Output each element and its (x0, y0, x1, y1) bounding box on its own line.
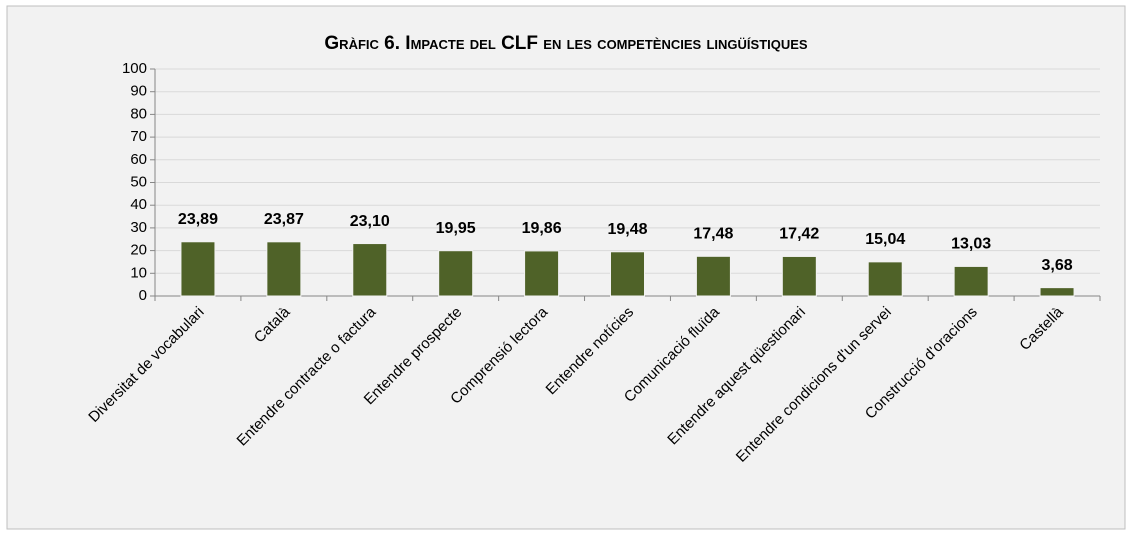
bar (867, 261, 903, 297)
value-label: 19,48 (607, 221, 647, 238)
y-tick-label: 50 (130, 173, 147, 190)
bar (695, 255, 731, 297)
value-label: 3,68 (1041, 257, 1072, 274)
bar (1039, 287, 1075, 297)
value-label: 13,03 (951, 236, 991, 253)
y-tick-label: 0 (139, 287, 147, 304)
value-label: 23,87 (264, 211, 304, 228)
y-tick-label: 60 (130, 151, 147, 168)
bar (180, 241, 216, 297)
value-label: 19,95 (436, 220, 476, 237)
y-tick-label: 30 (130, 219, 147, 236)
y-tick-label: 20 (130, 242, 147, 259)
bar (438, 250, 474, 297)
value-label: 17,48 (693, 226, 733, 243)
value-label: 23,10 (350, 213, 390, 230)
bar (266, 241, 302, 297)
value-label: 23,89 (178, 211, 218, 228)
value-label: 17,42 (779, 226, 819, 243)
y-tick-label: 10 (130, 264, 147, 281)
bar (524, 250, 560, 297)
value-label: 15,04 (865, 231, 905, 248)
bar (781, 255, 817, 297)
y-tick-label: 100 (122, 60, 147, 77)
bar (610, 251, 645, 297)
value-label: 19,86 (522, 220, 562, 237)
y-tick-label: 90 (130, 83, 147, 100)
chart-title: Gràfic 6. Impacte del CLF en les competè… (324, 33, 808, 54)
bar (352, 243, 388, 297)
y-tick-label: 40 (130, 196, 147, 213)
y-tick-label: 80 (130, 105, 147, 122)
y-tick-label: 70 (130, 128, 147, 145)
bar (953, 265, 989, 297)
